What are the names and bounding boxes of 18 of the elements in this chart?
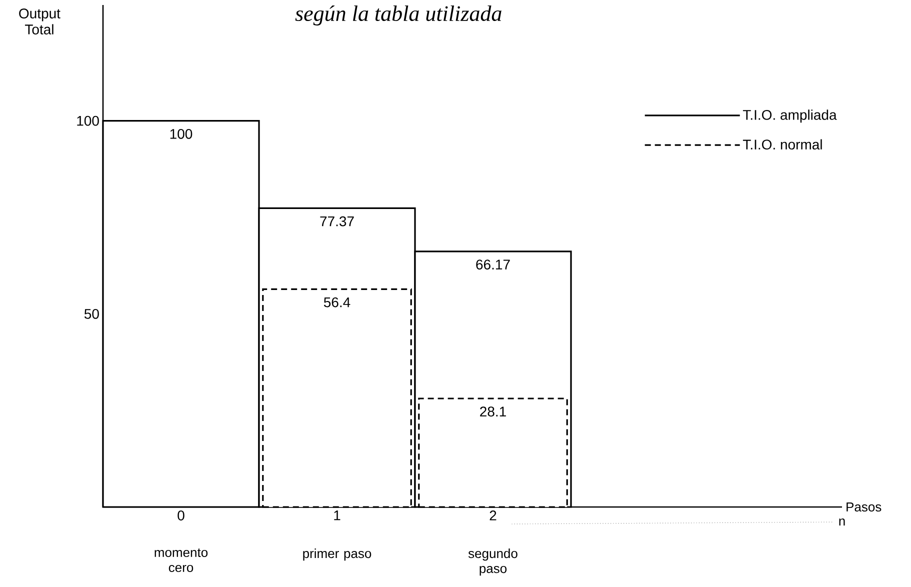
- y-tick-label: 50: [84, 308, 99, 319]
- text: primer paso: [303, 548, 372, 561]
- text: momento cero: [154, 548, 208, 572]
- data-label: 100: [170, 128, 192, 139]
- text: n: [839, 518, 845, 526]
- data-label: 56.4: [324, 297, 350, 308]
- data-label: 28.1: [480, 406, 506, 417]
- y-axis-title: Output Total: [19, 8, 60, 34]
- data-label: 66.17: [476, 260, 510, 270]
- chart-title: según la tabla utilizada: [295, 6, 502, 26]
- text: Pasos: [846, 502, 882, 512]
- text: segundo paso: [468, 548, 518, 576]
- text: T.I.O. ampliada: [742, 110, 837, 123]
- x-tick-label: 0: [178, 510, 184, 520]
- x-tick-label: 1: [334, 510, 340, 520]
- data-label: 77.37: [320, 216, 354, 226]
- x-tick-label: 2: [490, 510, 496, 520]
- text: T.I.O. normal: [742, 139, 822, 150]
